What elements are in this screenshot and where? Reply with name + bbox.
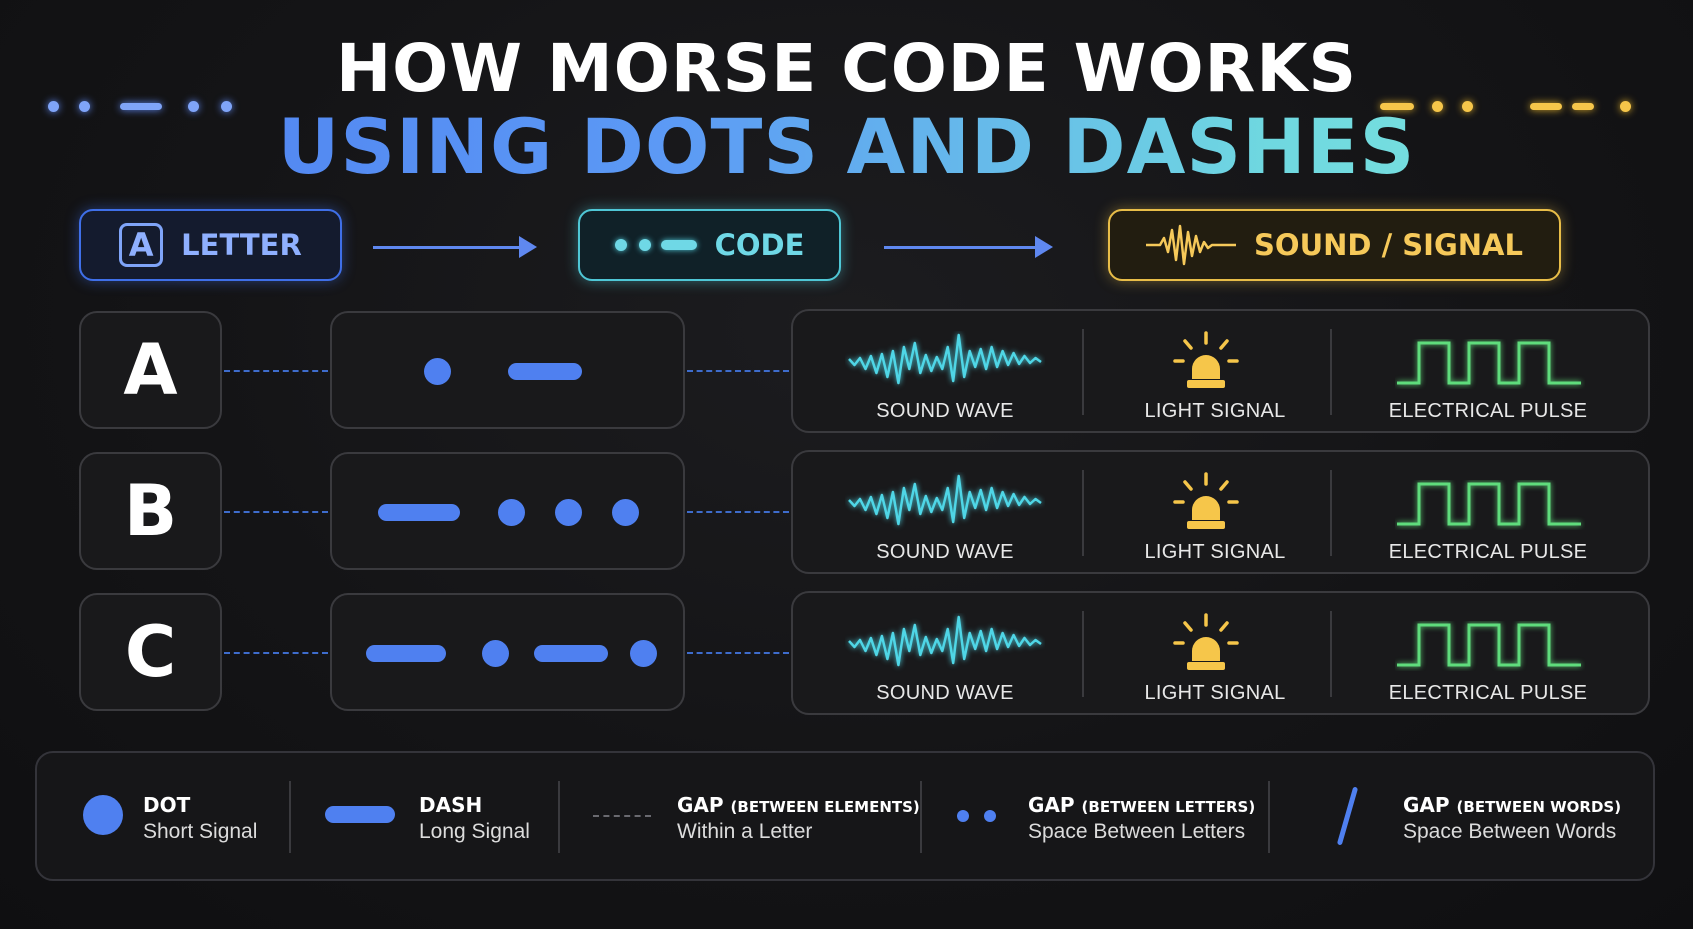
legend-gap-letters-title: GAP (BETWEEN LETTERS) <box>1028 793 1255 817</box>
divider <box>920 781 922 853</box>
morse-dot <box>612 499 639 526</box>
light-signal-label: LIGHT SIGNAL <box>1144 541 1286 563</box>
sound-wave-label: SOUND WAVE <box>876 400 1014 422</box>
divider <box>1330 329 1332 415</box>
legend-panel: DOT Short Signal DASH Long Signal GAP (B… <box>35 751 1655 881</box>
electrical-pulse-label: ELECTRICAL PULSE <box>1388 400 1588 422</box>
divider <box>1082 611 1084 697</box>
connector-line <box>224 370 328 372</box>
morse-dot <box>482 640 509 667</box>
code-card-a <box>330 311 685 429</box>
divider <box>1330 470 1332 556</box>
letter-stage-label: LETTER <box>181 228 302 262</box>
legend-dash-sub: Long Signal <box>419 820 530 843</box>
arrow-letter-to-code <box>373 236 537 258</box>
beacon-light-icon <box>1171 611 1241 685</box>
legend-gap-elements-title: GAP (BETWEEN ELEMENTS) <box>677 793 920 817</box>
code-stage-label: CODE <box>714 228 805 262</box>
connector-line <box>224 652 328 654</box>
morse-code-icon <box>614 235 697 255</box>
square-pulse-icon <box>1395 621 1585 675</box>
legend-dash-title: DASH <box>419 793 483 817</box>
light-signal-label: LIGHT SIGNAL <box>1144 682 1286 704</box>
legend-gap-words-title: GAP (BETWEEN WORDS) <box>1403 793 1621 817</box>
morse-dot <box>498 499 525 526</box>
code-card-c <box>330 593 685 711</box>
legend-dot-icon <box>83 795 123 835</box>
sound-stage-label: SOUND / SIGNAL <box>1254 228 1523 262</box>
letter-char: C <box>124 611 177 693</box>
sound-wave-label: SOUND WAVE <box>876 541 1014 563</box>
morse-dot <box>630 640 657 667</box>
gap-word: GAP <box>1028 793 1075 817</box>
divider <box>1082 329 1084 415</box>
letter-card-a: A <box>79 311 222 429</box>
letter-stage-pill: A LETTER <box>79 209 342 281</box>
connector-line <box>224 511 328 513</box>
legend-dot-sub: Short Signal <box>143 820 258 843</box>
legend-gap-elements-sub: Within a Letter <box>677 820 813 843</box>
page-subtitle: USING DOTS AND DASHES <box>0 102 1693 191</box>
arrow-code-to-sound <box>884 236 1053 258</box>
letter-char: A <box>123 329 178 411</box>
square-pulse-icon <box>1395 480 1585 534</box>
divider <box>1082 470 1084 556</box>
legend-dash-icon <box>325 806 395 823</box>
legend-slash-icon <box>1336 786 1359 846</box>
divider <box>1268 781 1270 853</box>
light-signal-label: LIGHT SIGNAL <box>1144 400 1286 422</box>
code-card-b <box>330 452 685 570</box>
morse-dash <box>534 645 608 662</box>
gap-word: GAP <box>677 793 724 817</box>
signal-card-a: SOUND WAVE LIGHT SIGNAL ELECTRICAL PULSE <box>791 309 1650 433</box>
letter-card-c: C <box>79 593 222 711</box>
sound-wave-icon <box>845 331 1045 395</box>
morse-dot <box>424 358 451 385</box>
divider <box>289 781 291 853</box>
morse-dot <box>555 499 582 526</box>
page-title: HOW MORSE CODE WORKS <box>335 30 1358 107</box>
legend-gap-letters-sub: Space Between Letters <box>1028 820 1246 843</box>
legend-gap-letters-icon <box>957 809 997 823</box>
sound-wave-icon <box>845 613 1045 677</box>
letter-card-b: B <box>79 452 222 570</box>
sound-stage-pill: SOUND / SIGNAL <box>1108 209 1561 281</box>
letter-a-icon: A <box>119 223 164 267</box>
legend-dot-title: DOT <box>143 793 191 817</box>
letter-char: B <box>123 470 178 552</box>
gap-qualifier: (BETWEEN LETTERS) <box>1081 798 1256 816</box>
electrical-pulse-label: ELECTRICAL PULSE <box>1388 682 1588 704</box>
connector-line <box>687 370 789 372</box>
connector-line <box>687 511 789 513</box>
beacon-light-icon <box>1171 329 1241 403</box>
signal-card-b: SOUND WAVE LIGHT SIGNAL ELECTRICAL PULSE <box>791 450 1650 574</box>
sound-wave-label: SOUND WAVE <box>876 682 1014 704</box>
sound-wave-icon <box>1146 224 1237 266</box>
gap-qualifier: (BETWEEN ELEMENTS) <box>730 798 920 816</box>
morse-dash <box>378 504 460 521</box>
connector-line <box>687 652 789 654</box>
beacon-light-icon <box>1171 470 1241 544</box>
divider <box>1330 611 1332 697</box>
morse-dash <box>366 645 446 662</box>
divider <box>558 781 560 853</box>
legend-gap-words-sub: Space Between Words <box>1403 820 1617 843</box>
code-stage-pill: CODE <box>578 209 841 281</box>
electrical-pulse-label: ELECTRICAL PULSE <box>1388 541 1588 563</box>
morse-dash <box>508 363 582 380</box>
gap-qualifier: (BETWEEN WORDS) <box>1456 798 1622 816</box>
legend-gap-elements-icon <box>593 815 651 817</box>
signal-card-c: SOUND WAVE LIGHT SIGNAL ELECTRICAL PULSE <box>791 591 1650 715</box>
sound-wave-icon <box>845 472 1045 536</box>
square-pulse-icon <box>1395 339 1585 393</box>
gap-word: GAP <box>1403 793 1450 817</box>
